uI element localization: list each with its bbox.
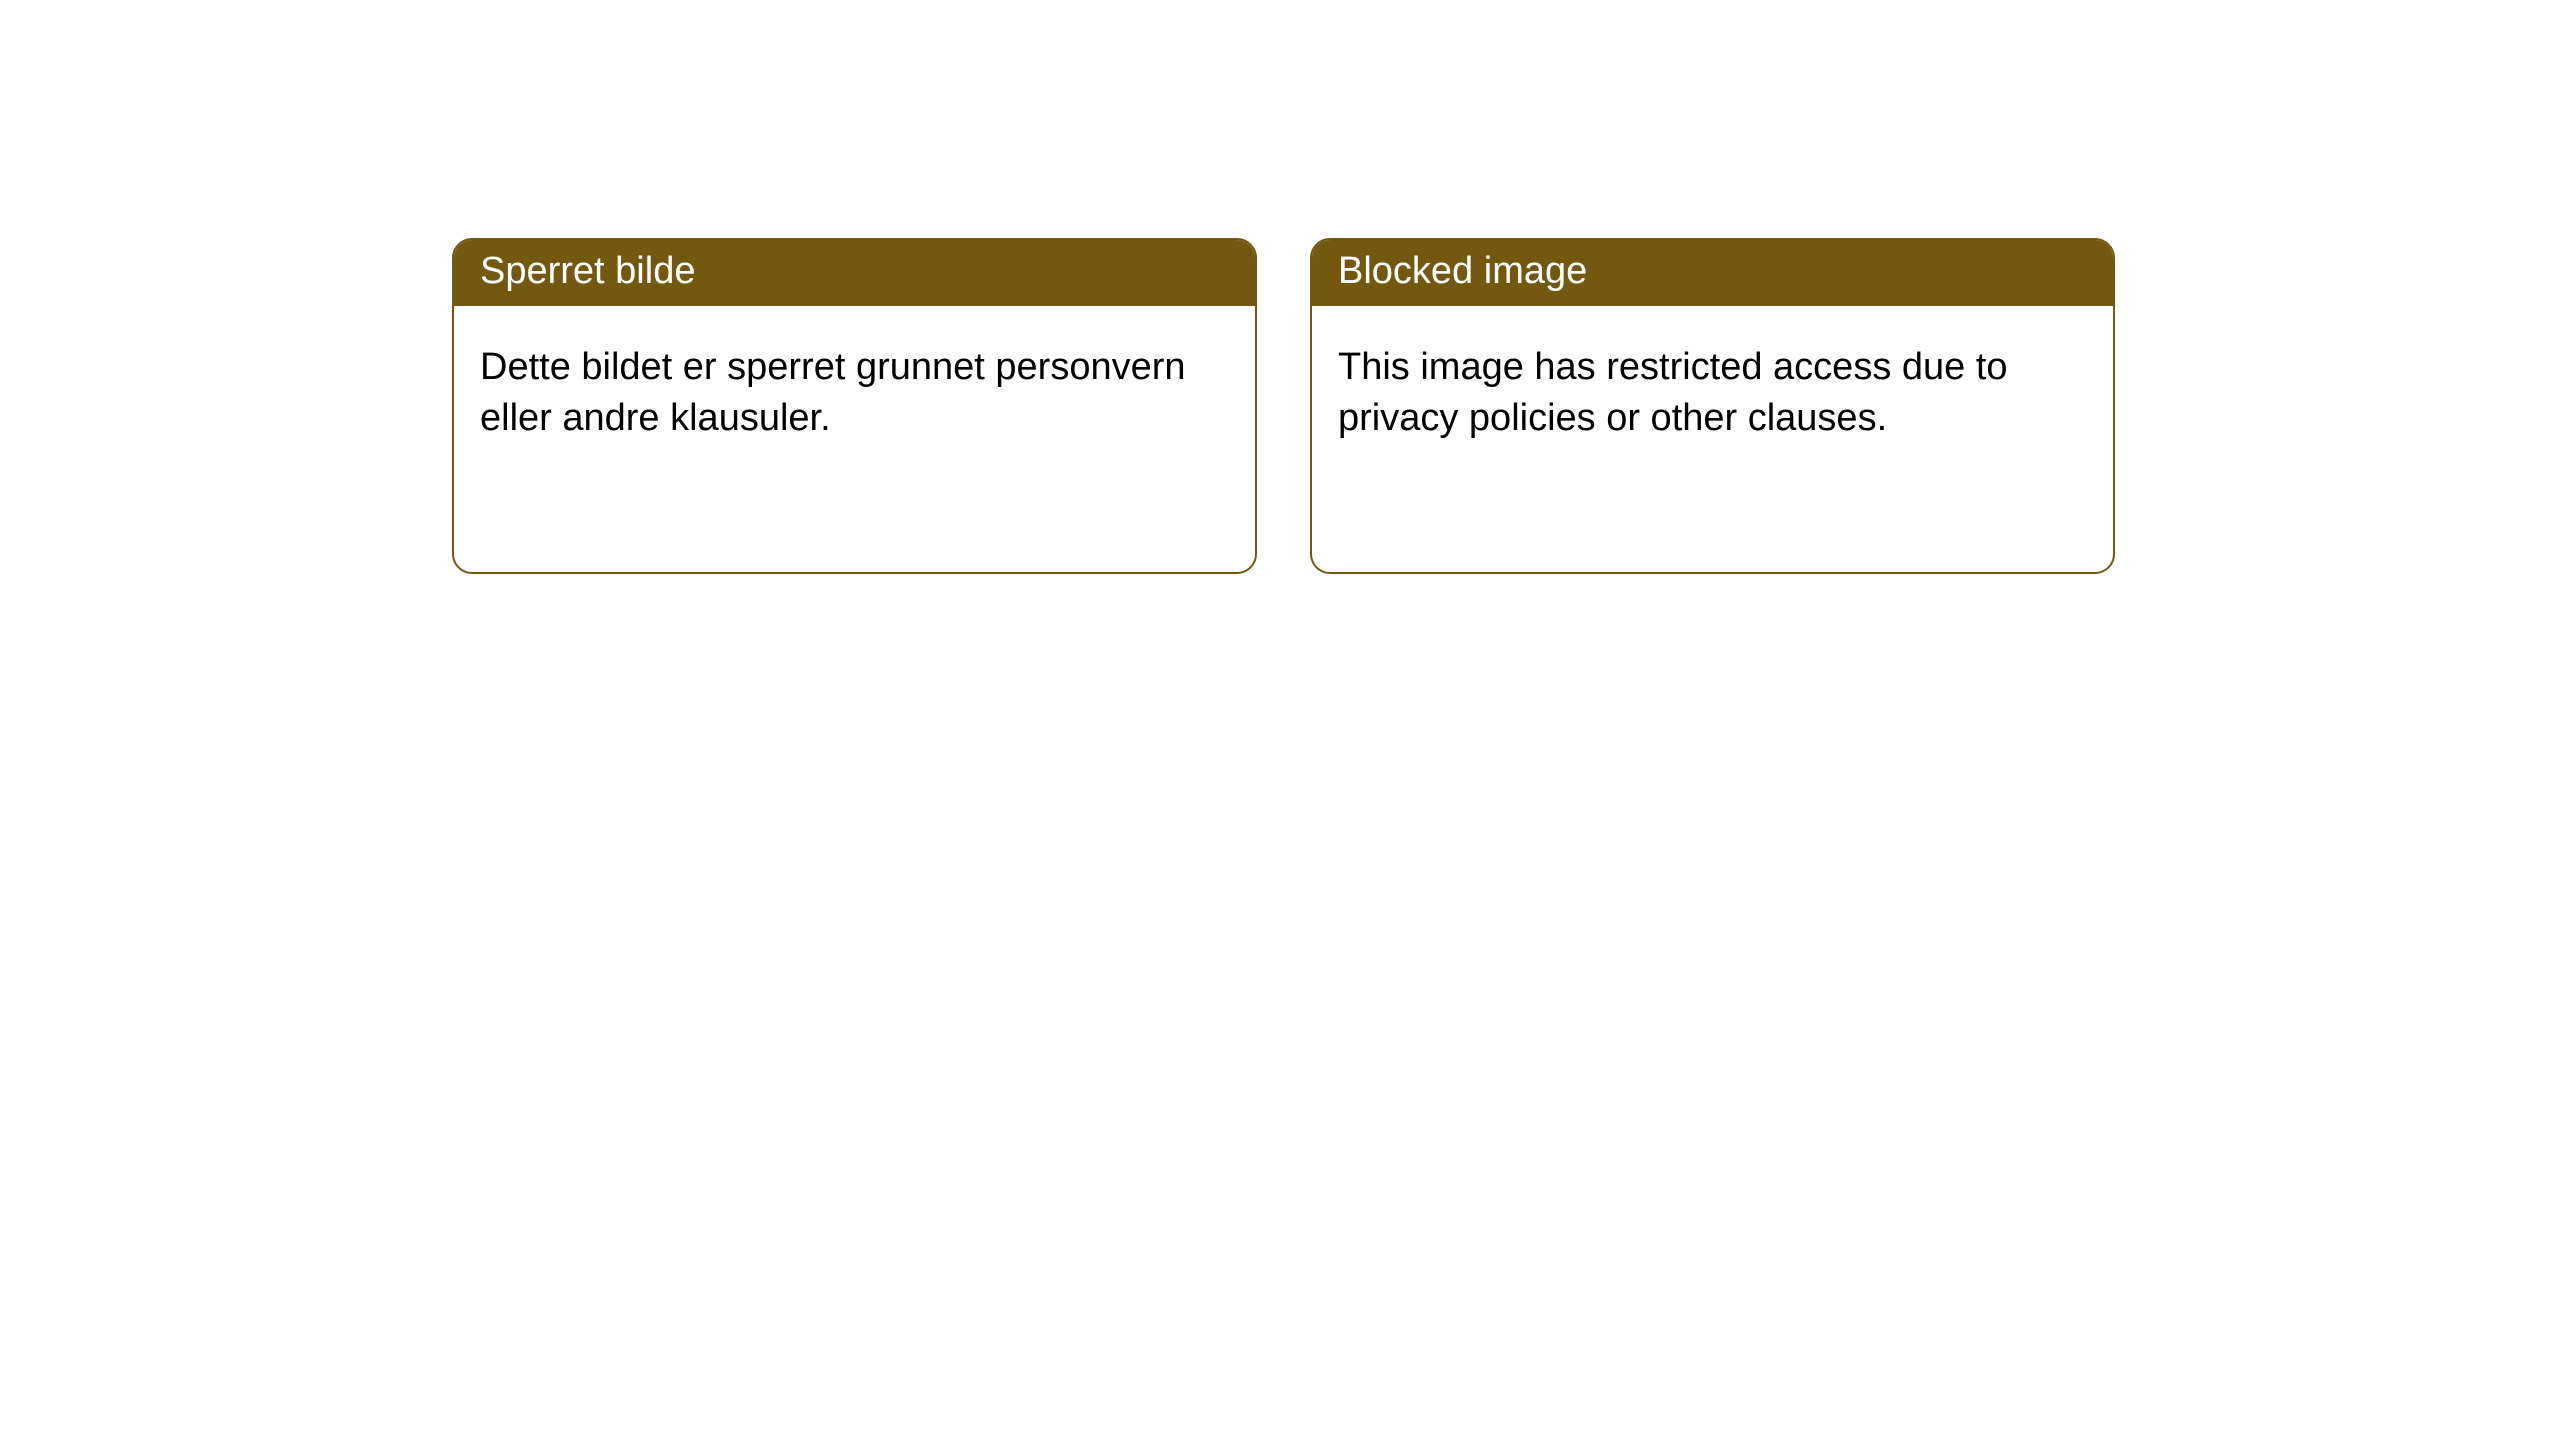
card-header-en: Blocked image [1312, 240, 2113, 306]
card-body-en: This image has restricted access due to … [1312, 306, 2113, 481]
blocked-image-card-no: Sperret bilde Dette bildet er sperret gr… [452, 238, 1257, 574]
blocked-image-card-en: Blocked image This image has restricted … [1310, 238, 2115, 574]
card-body-no: Dette bildet er sperret grunnet personve… [454, 306, 1255, 481]
notice-container: Sperret bilde Dette bildet er sperret gr… [452, 238, 2115, 574]
card-header-no: Sperret bilde [454, 240, 1255, 306]
